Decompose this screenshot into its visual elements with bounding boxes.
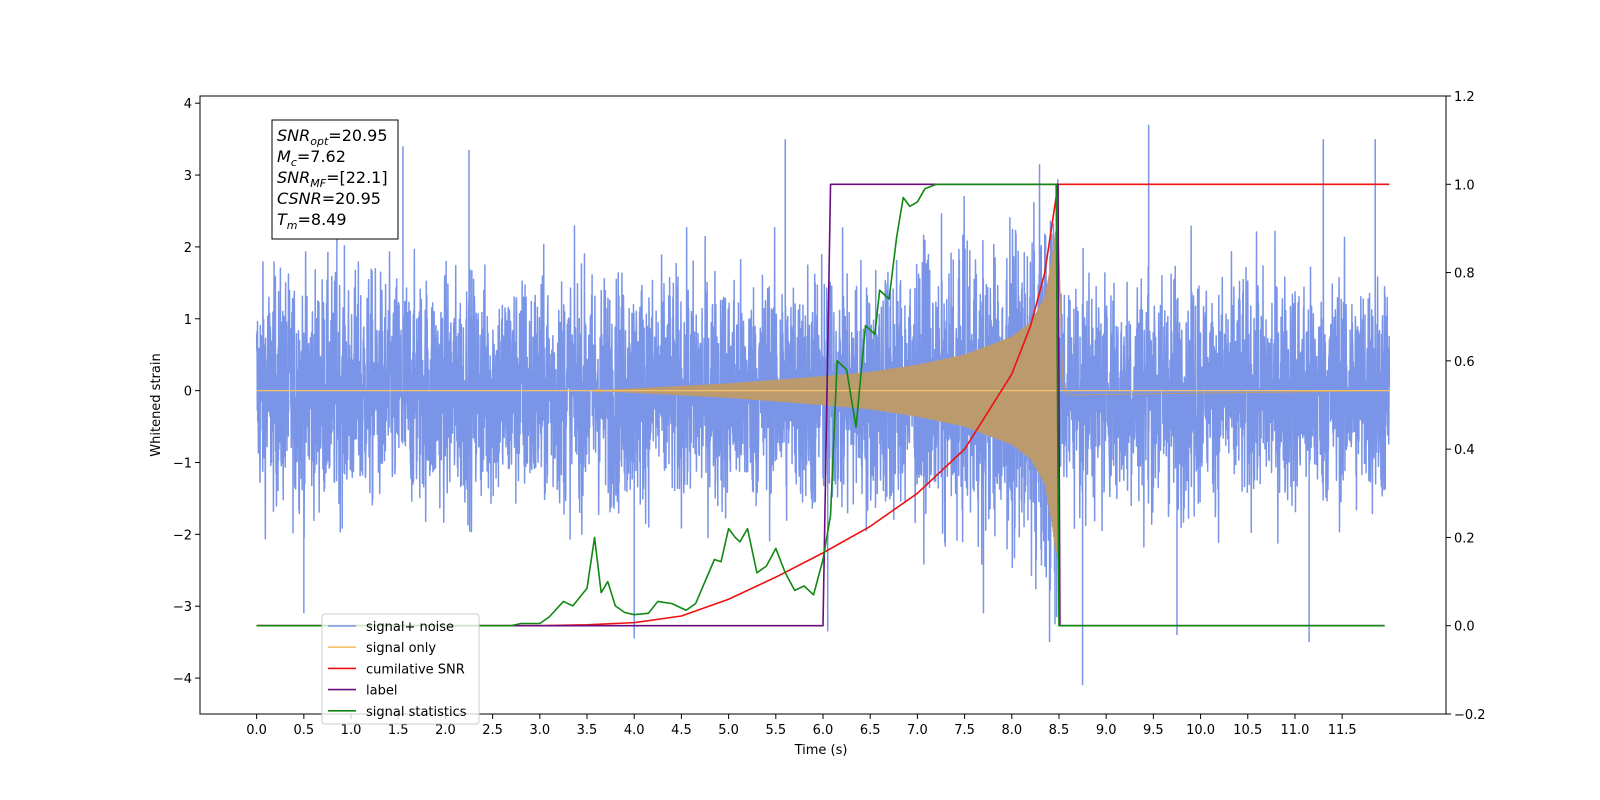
x-tick-label: 2.0 [435,723,456,738]
y-right-tick-label: 0.8 [1454,267,1475,282]
y-left-tick-label: −4 [173,672,192,687]
series-cumilative-snr-line [256,183,1390,627]
axes-layer: 0.0 0.5 1.0 1.5 2.0 2.5 3.0 3.5 4.0 4.5 5.0 5.5 6.0 6… [173,90,1486,738]
x-tick-label: 9.5 [1143,723,1164,738]
y-right-tick-label: 0.4 [1454,443,1475,458]
legend-label-signal-only: signal only [366,641,436,656]
y-right-tick-label: 0.6 [1454,355,1475,370]
x-tick-label: 3.5 [577,723,598,738]
x-tick-label: 0.0 [246,723,267,738]
x-tick-label: 6.0 [813,723,834,738]
series-signal-noise-line [255,124,1391,686]
legend-label-label: label [366,684,397,699]
series-signal-only-line [256,225,1390,556]
annotation-line: Tm=8.49 [277,210,347,232]
x-tick-label: 9.0 [1096,723,1117,738]
y-right-tick-label: 0.2 [1454,531,1475,546]
y-left-tick-label: 0 [184,385,192,400]
annotation-box-frame [271,119,399,240]
y-right-tick-label: 1.0 [1454,178,1475,193]
x-tick-label: 1.5 [388,723,409,738]
x-tick-label: 2.5 [482,723,503,738]
x-tick-label: 1.0 [341,723,362,738]
y-left-tick-label: −3 [173,600,192,615]
y-left-tick-label: 1 [184,313,192,328]
x-tick-label: 8.5 [1049,723,1070,738]
y-left-tick-label: 3 [184,169,192,184]
y-left-tick-label: −1 [173,456,192,471]
legend-label-signal-statistics: signal statistics [366,705,467,720]
x-tick-label: 4.5 [671,723,692,738]
y-right-tick-label: 1.2 [1454,90,1475,105]
legend-label-signal-noise: signal+ noise [366,620,454,635]
y-right-tick-label: 0.0 [1454,620,1475,635]
annotation-line: Mc=7.62 [277,147,346,169]
x-tick-label: 3.0 [529,723,550,738]
x-tick-label: 10.0 [1186,723,1215,738]
y-left-tick-label: 2 [184,241,192,256]
x-tick-label: 6.5 [860,723,881,738]
x-tick-label: 4.0 [624,723,645,738]
series-layer [255,124,1391,686]
x-tick-label: 11.0 [1280,723,1309,738]
annotation-box: SNRopt=20.95Mc=7.62SNRMF=[22.1]CSNR=20.9… [271,119,399,240]
legend-frame [321,613,480,725]
legend: signal+ noise signal only cumilative SNR la… [321,613,480,725]
x-axis-title: Time (s) [794,743,848,758]
x-tick-label: 7.0 [907,723,928,738]
y-axis-title: Whitened strain [149,353,164,456]
y-left-tick-label: −2 [173,528,192,543]
x-tick-label: 11.5 [1328,723,1357,738]
y-left-tick-label: 4 [184,97,192,112]
x-tick-label: 7.5 [954,723,975,738]
annotation-line: SNRopt=20.95 [277,126,388,148]
annotation-line: SNRMF=[22.1] [277,168,388,190]
y-right-tick-label: −0.2 [1454,708,1486,723]
legend-label-cumilative-snr: cumilative SNR [366,662,465,677]
x-tick-label: 5.0 [718,723,739,738]
series-signal-statistics-line [256,183,1385,627]
x-tick-label: 0.5 [293,723,314,738]
x-tick-label: 8.0 [1001,723,1022,738]
annotation-line: CSNR=20.95 [277,189,381,208]
x-tick-label: 5.5 [765,723,786,738]
x-tick-label: 10.5 [1233,723,1262,738]
